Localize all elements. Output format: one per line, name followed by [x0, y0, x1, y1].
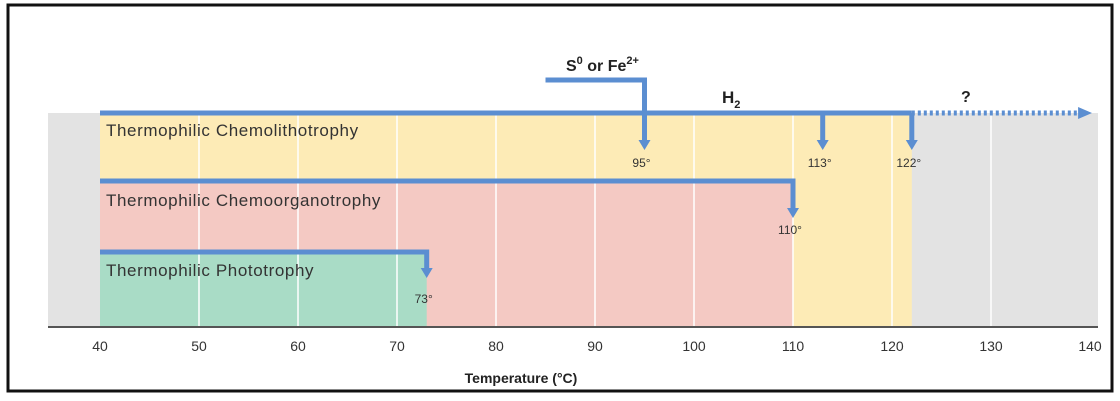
- arrow-layer: [100, 77, 1092, 278]
- limit-label-110: 110°: [778, 223, 802, 237]
- tick-label-100: 100: [682, 338, 706, 354]
- tick-label-60: 60: [290, 338, 306, 354]
- substrate-label-h2: H2: [722, 88, 740, 111]
- extension-arrowhead: [1078, 107, 1092, 119]
- arrowhead-122: [905, 140, 918, 150]
- unknown-limit-label: ?: [961, 89, 971, 106]
- band-3: [100, 250, 427, 327]
- tick-label-90: 90: [587, 338, 603, 354]
- band-label-1: Thermophilic Chemolithotrophy: [106, 121, 359, 140]
- limit-label-layer: 95° 113° 122° 110° 73°: [415, 156, 922, 306]
- tick-label-80: 80: [488, 338, 504, 354]
- band-label-2: Thermophilic Chemoorganotrophy: [106, 191, 381, 210]
- limit-label-122: 122°: [896, 156, 921, 170]
- s0-fe-arrow-line: [545, 77, 647, 140]
- band-label-layer: Thermophilic Chemolithotrophy Thermophili…: [106, 121, 381, 280]
- tick-label-110: 110: [782, 338, 805, 354]
- tick-label-140: 140: [1078, 338, 1102, 354]
- tick-label-130: 130: [979, 338, 1003, 354]
- tick-label-120: 120: [880, 338, 904, 354]
- tick-label-40: 40: [92, 338, 108, 354]
- limit-label-73: 73°: [415, 292, 433, 306]
- arrowhead-110: [787, 208, 799, 218]
- tick-label-70: 70: [389, 338, 405, 354]
- tick-layer: 40 50 60 70 80 90 100 110 120 130 140: [92, 338, 1102, 354]
- arrowhead-113: [816, 140, 829, 150]
- limit-label-113: 113°: [808, 156, 832, 170]
- x-axis-title: Temperature (°C): [465, 370, 578, 386]
- phototrophy-line: [100, 249, 430, 268]
- grid-layer: [198, 113, 992, 327]
- chemoorgano-line: [100, 178, 796, 208]
- band-label-3: Thermophilic Phototrophy: [106, 261, 314, 280]
- limit-label-95: 95°: [632, 156, 650, 170]
- band-layer: [100, 113, 912, 327]
- frame-border: [6, 3, 1114, 393]
- arrowhead-73: [420, 268, 433, 278]
- substrate-label-s0-fe: S0 or Fe2+: [566, 55, 639, 75]
- s0-fe-arrowhead: [638, 140, 651, 150]
- tick-label-50: 50: [191, 338, 207, 354]
